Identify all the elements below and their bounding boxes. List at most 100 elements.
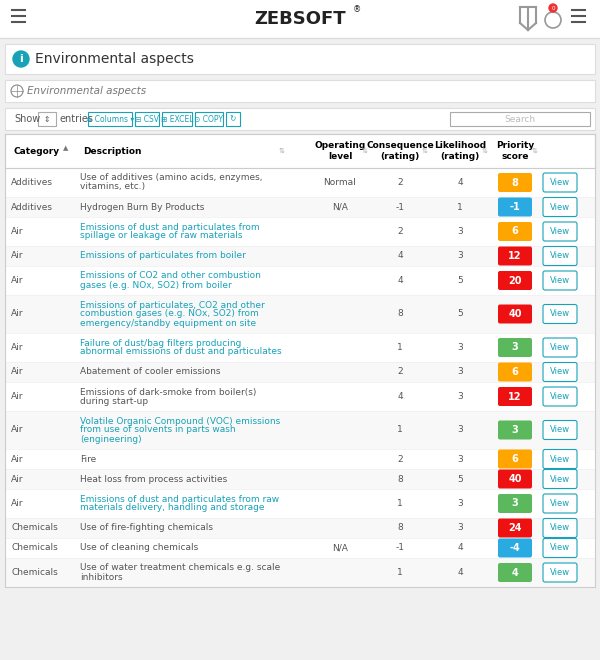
Text: 6: 6 xyxy=(512,226,518,236)
Text: View: View xyxy=(550,203,570,211)
Bar xyxy=(5,382,595,411)
Text: vitamins, etc.): vitamins, etc.) xyxy=(80,183,145,191)
FancyBboxPatch shape xyxy=(543,449,577,469)
Text: entries: entries xyxy=(59,114,93,124)
Text: Chemicals: Chemicals xyxy=(11,523,58,533)
FancyBboxPatch shape xyxy=(498,362,532,381)
Text: 4: 4 xyxy=(397,251,403,261)
FancyBboxPatch shape xyxy=(543,420,577,440)
Text: -4: -4 xyxy=(509,543,520,553)
Text: Priority
score: Priority score xyxy=(496,141,534,161)
Text: View: View xyxy=(550,276,570,285)
FancyBboxPatch shape xyxy=(543,271,577,290)
Text: Environmental aspects: Environmental aspects xyxy=(27,86,146,96)
Text: Air: Air xyxy=(11,426,23,434)
Text: Abatement of cooler emissions: Abatement of cooler emissions xyxy=(80,368,221,376)
Text: Air: Air xyxy=(11,368,23,376)
Text: ⊙ COPY: ⊙ COPY xyxy=(194,114,223,123)
Text: Air: Air xyxy=(11,251,23,261)
Bar xyxy=(5,489,595,518)
FancyBboxPatch shape xyxy=(498,563,532,582)
Text: emergency/standby equipment on site: emergency/standby equipment on site xyxy=(80,319,256,327)
Text: Operating
level: Operating level xyxy=(314,141,365,161)
Text: View: View xyxy=(550,227,570,236)
Text: View: View xyxy=(550,568,570,577)
Text: 12: 12 xyxy=(508,251,522,261)
Text: 3: 3 xyxy=(512,498,518,508)
Text: 40: 40 xyxy=(508,474,522,484)
FancyBboxPatch shape xyxy=(498,494,532,513)
Text: N/A: N/A xyxy=(332,543,348,552)
Text: Air: Air xyxy=(11,392,23,401)
Text: View: View xyxy=(550,368,570,376)
Text: from use of solvents in parts wash: from use of solvents in parts wash xyxy=(80,426,236,434)
Text: ⇕: ⇕ xyxy=(44,114,50,123)
Bar xyxy=(5,558,595,587)
FancyBboxPatch shape xyxy=(498,449,532,469)
Bar xyxy=(38,112,56,126)
FancyBboxPatch shape xyxy=(543,519,577,537)
Bar xyxy=(135,112,159,126)
Text: Air: Air xyxy=(11,475,23,484)
FancyBboxPatch shape xyxy=(498,246,532,265)
Bar xyxy=(5,469,595,489)
Text: ▲: ▲ xyxy=(64,145,68,151)
Text: 3: 3 xyxy=(457,392,463,401)
Text: View: View xyxy=(550,178,570,187)
FancyBboxPatch shape xyxy=(543,469,577,488)
Text: 4: 4 xyxy=(457,568,463,577)
Text: gases (e.g. NOx, SO2) from boiler: gases (e.g. NOx, SO2) from boiler xyxy=(80,280,232,290)
Text: Fire: Fire xyxy=(80,455,96,463)
Text: 2: 2 xyxy=(397,368,403,376)
Text: Additives: Additives xyxy=(11,203,53,211)
Text: Chemicals: Chemicals xyxy=(11,568,58,577)
Circle shape xyxy=(549,4,557,12)
Text: Emissions of dust and particulates from: Emissions of dust and particulates from xyxy=(80,222,260,232)
Text: View: View xyxy=(550,310,570,319)
Text: 8: 8 xyxy=(397,475,403,484)
FancyBboxPatch shape xyxy=(498,173,532,192)
Text: Emissions of particulates from boiler: Emissions of particulates from boiler xyxy=(80,251,246,261)
Bar xyxy=(88,112,132,126)
Bar xyxy=(5,217,595,246)
Text: 2: 2 xyxy=(397,227,403,236)
Text: 1: 1 xyxy=(397,343,403,352)
Text: View: View xyxy=(550,392,570,401)
Text: Use of additives (amino acids, enzymes,: Use of additives (amino acids, enzymes, xyxy=(80,174,263,183)
Text: View: View xyxy=(550,499,570,508)
Circle shape xyxy=(13,51,29,67)
Text: View: View xyxy=(550,455,570,463)
Text: 1: 1 xyxy=(457,203,463,211)
FancyBboxPatch shape xyxy=(498,539,532,558)
Text: Hydrogen Burn By Products: Hydrogen Burn By Products xyxy=(80,203,205,211)
Text: Environmental aspects: Environmental aspects xyxy=(35,52,194,66)
Text: View: View xyxy=(550,523,570,533)
FancyBboxPatch shape xyxy=(543,563,577,582)
Text: 3: 3 xyxy=(512,425,518,435)
Text: N/A: N/A xyxy=(332,203,348,211)
Text: Use of cleaning chemicals: Use of cleaning chemicals xyxy=(80,543,198,552)
Text: materials delivery, handling and storage: materials delivery, handling and storage xyxy=(80,504,265,513)
Text: i: i xyxy=(19,54,23,64)
Text: 1: 1 xyxy=(397,568,403,577)
Text: View: View xyxy=(550,543,570,552)
Text: ⊞ EXCEL: ⊞ EXCEL xyxy=(161,114,193,123)
Text: 20: 20 xyxy=(508,275,522,286)
Bar xyxy=(5,266,595,295)
Text: 3: 3 xyxy=(457,499,463,508)
Text: View: View xyxy=(550,426,570,434)
Bar xyxy=(5,449,595,469)
Text: ⇅: ⇅ xyxy=(422,148,428,154)
FancyBboxPatch shape xyxy=(543,222,577,241)
Text: spillage or leakage of raw materials: spillage or leakage of raw materials xyxy=(80,232,242,240)
Text: Air: Air xyxy=(11,227,23,236)
Bar xyxy=(162,112,192,126)
Text: 5: 5 xyxy=(457,310,463,319)
Text: ⇅: ⇅ xyxy=(532,148,538,154)
FancyBboxPatch shape xyxy=(543,494,577,513)
FancyBboxPatch shape xyxy=(543,246,577,265)
Text: Chemicals: Chemicals xyxy=(11,543,58,552)
Text: 3: 3 xyxy=(457,227,463,236)
Text: inhibitors: inhibitors xyxy=(80,572,122,581)
Text: Volatile Organic Compound (VOC) emissions: Volatile Organic Compound (VOC) emission… xyxy=(80,416,280,426)
